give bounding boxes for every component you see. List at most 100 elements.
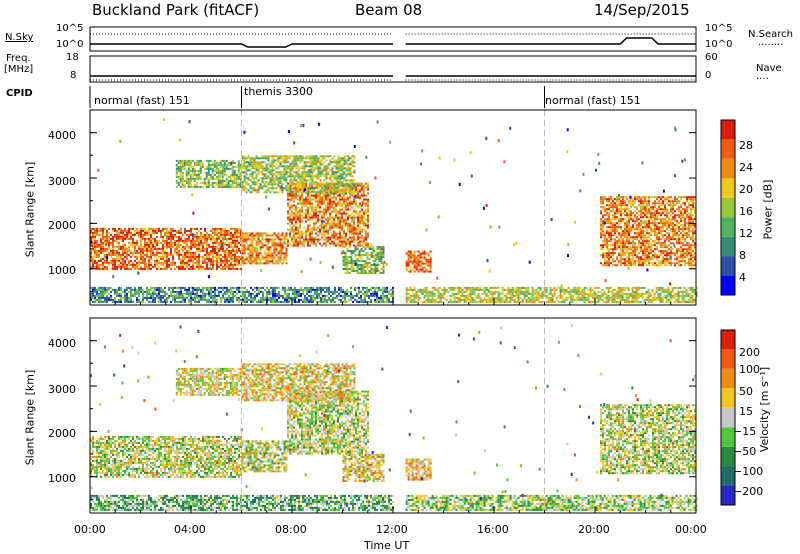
data-cell (600, 262, 602, 265)
data-cell (245, 183, 248, 186)
data-cell (670, 208, 672, 211)
data-cell (339, 189, 342, 192)
data-cell (668, 204, 670, 207)
data-cell (317, 220, 319, 223)
data-cell (140, 241, 142, 244)
data-cell (146, 243, 148, 246)
data-cell (309, 192, 311, 195)
data-cell (176, 235, 178, 238)
data-cell (648, 222, 650, 225)
data-cell (363, 224, 365, 227)
data-cell (273, 258, 276, 261)
data-cell (628, 242, 630, 245)
data-cell (364, 266, 367, 268)
data-cell (339, 185, 342, 188)
data-cell (261, 238, 264, 241)
data-cell (678, 196, 680, 199)
data-cell (354, 256, 357, 258)
data-cell (327, 183, 330, 186)
data-cell (317, 187, 320, 190)
data-cell (656, 246, 658, 249)
data-cell (648, 240, 650, 243)
data-cell (313, 238, 315, 241)
data-cell (211, 169, 214, 172)
data-cell (686, 206, 688, 209)
data-cell (692, 220, 694, 223)
data-cell (357, 214, 359, 217)
data-cell (684, 216, 686, 219)
data-cell (206, 247, 208, 250)
data-cell (190, 231, 192, 234)
data-cell (197, 173, 200, 176)
data-cell (299, 173, 302, 176)
data-cell (356, 246, 359, 248)
data-cell (166, 255, 168, 258)
data-cell (662, 212, 664, 215)
data-cell (351, 175, 354, 178)
data-cell (230, 233, 232, 236)
data-cell (618, 196, 620, 199)
data-cell (309, 179, 312, 182)
data-cell (337, 216, 339, 219)
data-cell (345, 240, 347, 243)
data-cell (359, 188, 361, 191)
data-cell (305, 182, 307, 185)
data-cell (376, 256, 379, 258)
data-cell (628, 264, 630, 267)
data-cell (632, 204, 634, 207)
data-cell (349, 157, 352, 160)
data-cell (664, 220, 666, 223)
data-cell (309, 191, 312, 194)
data-cell (650, 210, 652, 213)
data-cell (235, 183, 238, 186)
data-cell (277, 242, 280, 245)
data-cell (341, 184, 343, 187)
data-cell (614, 204, 616, 207)
data-cell (172, 245, 174, 248)
data-cell (329, 200, 331, 203)
data-cell (273, 165, 276, 168)
data-cell (666, 196, 668, 199)
data-cell (215, 181, 218, 184)
data-cell (365, 204, 367, 207)
data-cell (180, 239, 182, 242)
data-cell (287, 216, 289, 219)
data-cell (236, 237, 238, 240)
data-cell (303, 244, 305, 247)
data-cell (215, 167, 218, 170)
data-cell (329, 196, 331, 199)
data-cell (148, 261, 150, 264)
data-cell (289, 204, 291, 207)
data-cell (214, 239, 216, 242)
data-cell (259, 177, 262, 180)
data-cell (690, 260, 692, 263)
data-cell (644, 240, 646, 243)
data-cell (367, 208, 369, 211)
data-cell (239, 173, 242, 176)
data-cell (346, 270, 349, 272)
data-cell (293, 228, 295, 231)
data-cell (204, 235, 206, 238)
data-cell (347, 218, 349, 221)
data-cell (358, 250, 361, 252)
data-cell (648, 244, 650, 247)
data-cell (319, 230, 321, 233)
data-cell (92, 243, 94, 246)
data-cell (148, 239, 150, 242)
data-cell (267, 167, 270, 170)
data-cell (378, 250, 381, 252)
data-cell (344, 246, 347, 248)
data-cell (267, 246, 270, 249)
data-cell (293, 171, 296, 174)
data-cell (357, 244, 359, 247)
power-background (90, 110, 696, 305)
data-cell (229, 163, 232, 166)
data-cell (221, 175, 224, 178)
data-cell (301, 236, 303, 239)
data-cell (196, 259, 198, 262)
data-cell (355, 226, 357, 229)
data-cell (608, 212, 610, 215)
data-cell (349, 232, 351, 235)
data-cell (608, 196, 610, 199)
data-cell (327, 238, 329, 241)
